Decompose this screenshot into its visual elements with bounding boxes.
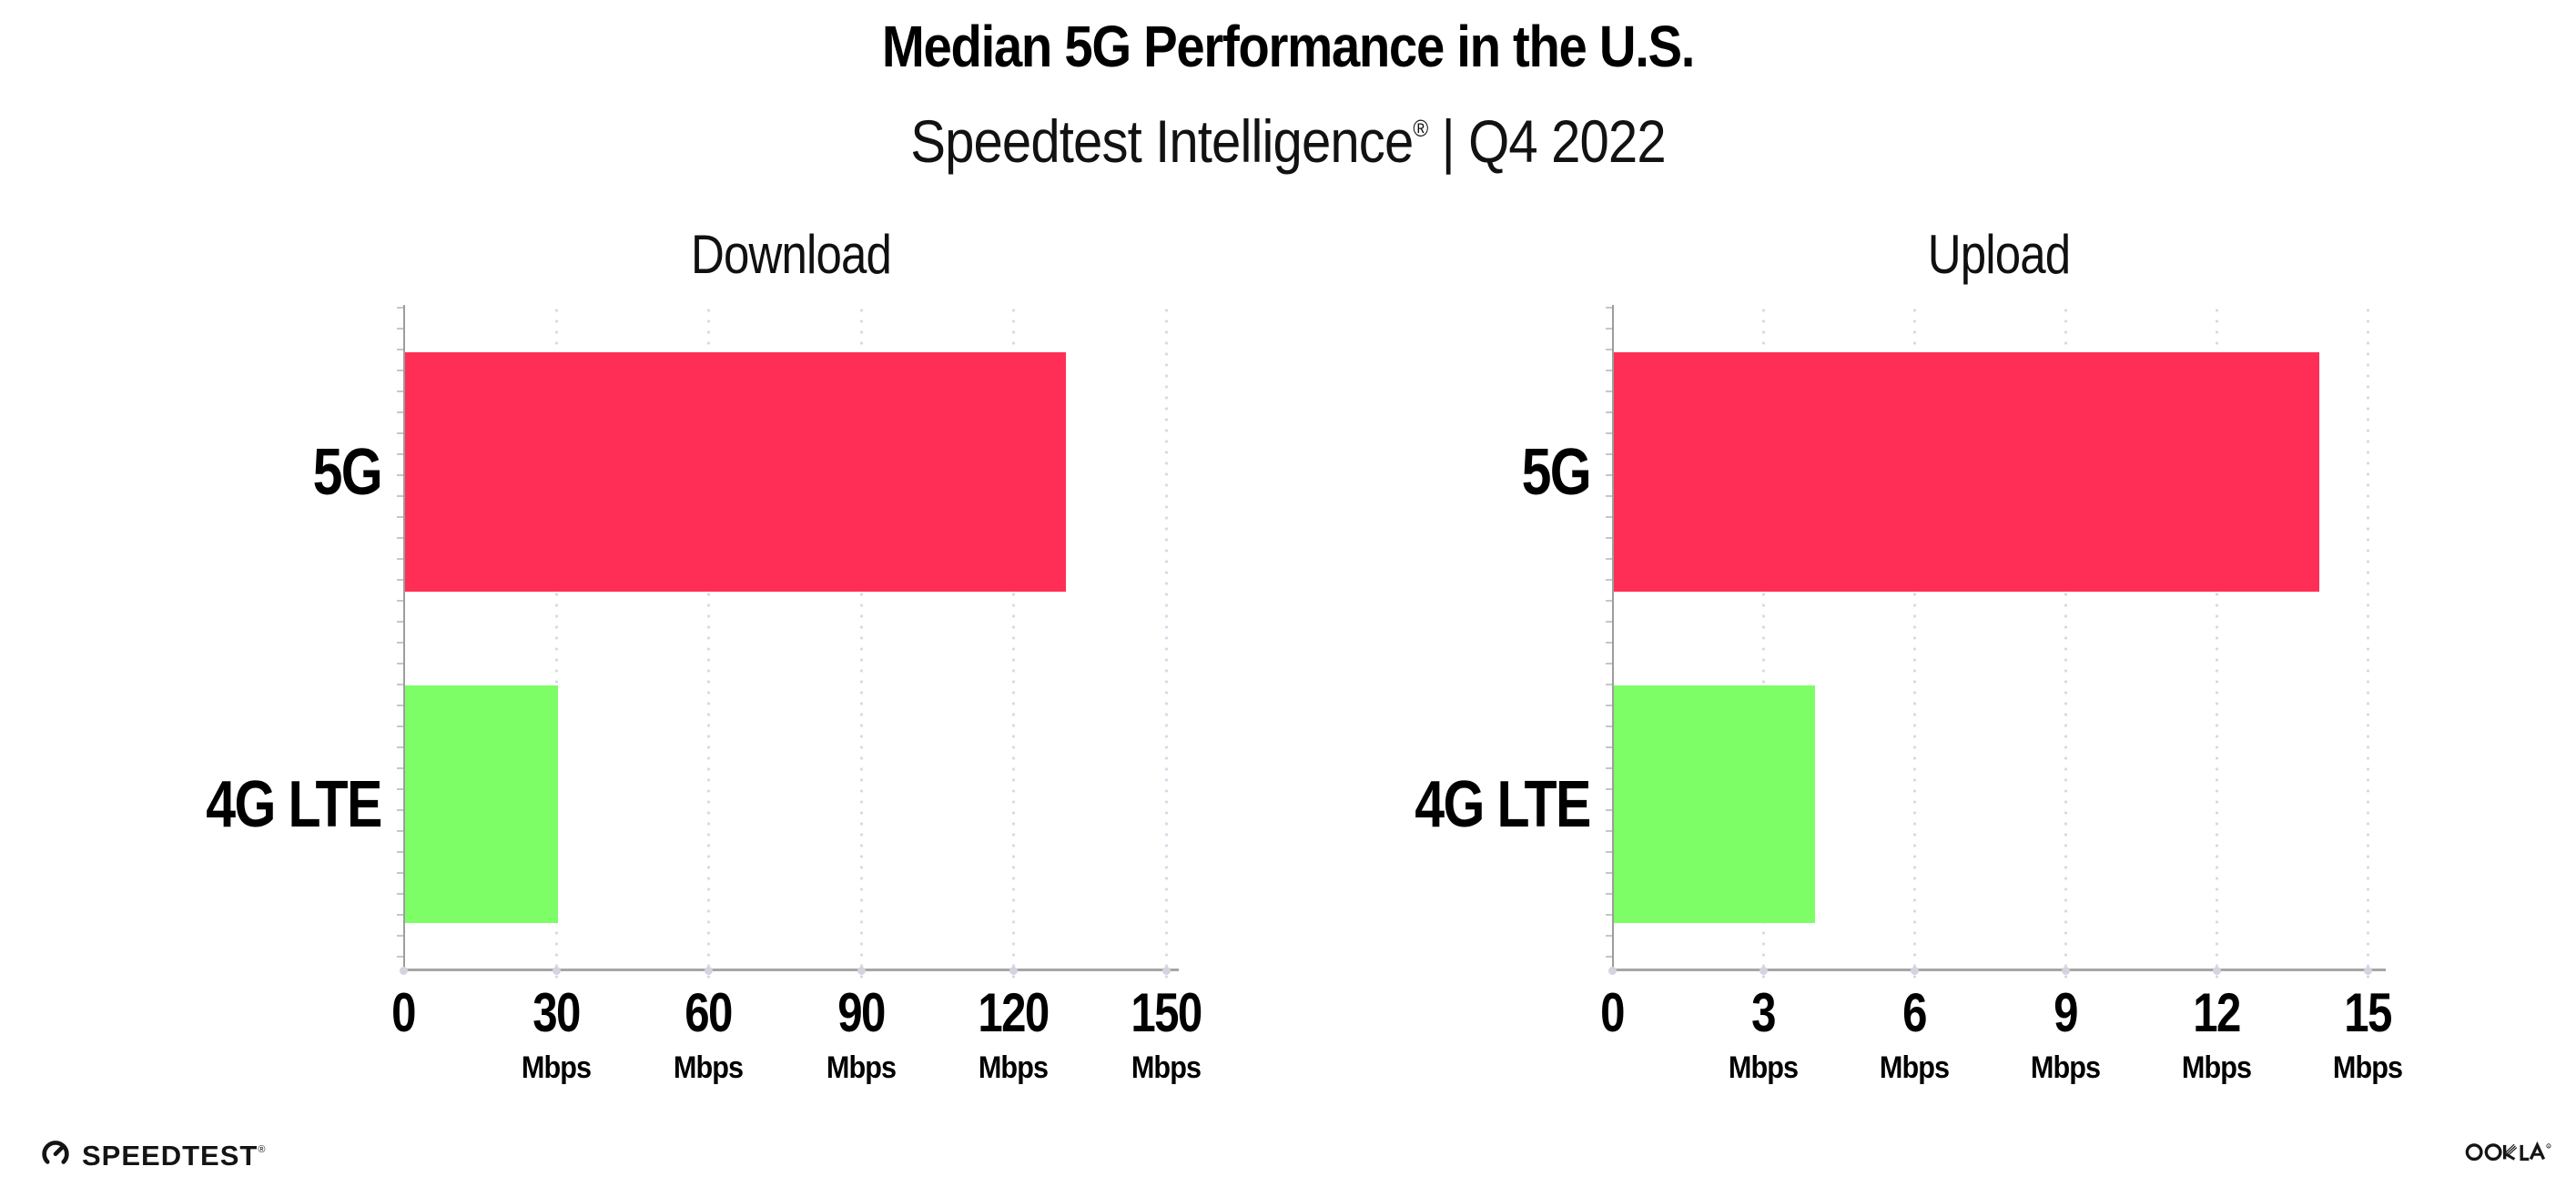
download-x-tick-60: 60 Mbps — [670, 982, 747, 1085]
upload-x-tick-value: 12 — [2193, 982, 2241, 1043]
upload-category-labels: 5G 4G LTE — [1415, 305, 2386, 971]
speedtest-gauge-icon — [42, 1140, 69, 1167]
upload-x-tick-labels: 0 3 Mbps 6 Mbps 9 Mbps 12 Mbps 15 Mbps — [1600, 305, 2403, 1084]
download-gridline-60 — [707, 305, 711, 983]
upload-x-tick-unit: Mbps — [2030, 1050, 2101, 1085]
ookla-logo: OOKLA R OOKLA — [2465, 1140, 2552, 1168]
upload-axis-tick-dot-15 — [2364, 967, 2372, 975]
download-axis-tick-dot-0 — [400, 967, 408, 975]
upload-axis-tick-dot-6 — [1911, 967, 1919, 975]
download-x-axis-line — [400, 967, 1179, 975]
download-y-axis-line — [397, 305, 405, 973]
upload-gridlines — [1612, 305, 2386, 983]
download-axis-tick-dot-30 — [552, 967, 561, 975]
subtitle-brand: Speedtest Intelligence — [910, 107, 1414, 175]
svg-text:R: R — [2548, 1144, 2551, 1148]
upload-x-tick-unit: Mbps — [1728, 1050, 1799, 1085]
download-x-tick-unit: Mbps — [674, 1050, 744, 1085]
download-bar-4g-lte — [405, 685, 558, 923]
upload-gridline-12 — [2216, 305, 2218, 983]
download-category-label-5g: 5G — [312, 435, 383, 509]
upload-x-axis-line — [1608, 967, 2386, 975]
download-x-tick-value: 30 — [532, 982, 581, 1043]
download-x-tick-unit: Mbps — [826, 1050, 897, 1085]
download-x-tick-value: 0 — [391, 982, 416, 1043]
upload-x-tick-15: 15 Mbps — [2329, 982, 2407, 1085]
upload-x-tick-value: 0 — [1600, 982, 1625, 1043]
download-plot-area: 5G 4G LTE 0 30 Mbps 60 Mbps 90 Mbps 120 Mbps 150 Mb… — [207, 305, 1202, 1084]
upload-bar-4g-lte — [1614, 685, 1816, 923]
upload-gridline-6 — [1913, 305, 1916, 983]
download-category-label-4g-lte: 4G LTE — [206, 767, 383, 841]
page-title: Median 5G Performance in the U.S. — [881, 14, 1696, 79]
download-x-tick-value: 120 — [978, 982, 1050, 1043]
download-gridline-150 — [1165, 305, 1168, 983]
upload-gridline-3 — [1762, 305, 1765, 983]
speedtest-wordmark: SPEEDTEST® — [82, 1140, 267, 1172]
download-x-tick-120: 120 Mbps — [970, 982, 1056, 1085]
upload-gridline-15 — [2367, 305, 2369, 983]
download-x-tick-labels: 0 30 Mbps 60 Mbps 90 Mbps 120 Mbps 150 Mbps — [391, 305, 1202, 1084]
subtitle-period: | Q4 2022 — [1427, 107, 1667, 175]
download-chart-title: Download — [690, 224, 892, 285]
download-gridline-90 — [859, 305, 863, 983]
upload-x-tick-0: 0 — [1597, 986, 1626, 1040]
download-gridline-120 — [1012, 305, 1016, 983]
upload-gridline-9 — [2064, 305, 2067, 983]
download-x-tick-value: 90 — [837, 982, 886, 1043]
upload-bar-5g — [1614, 352, 2319, 592]
upload-axis-tick-dot-0 — [1608, 967, 1617, 975]
download-axis-tick-dot-120 — [1009, 967, 1019, 975]
download-x-tick-value: 60 — [685, 982, 733, 1043]
upload-axis-tick-dot-9 — [2062, 967, 2070, 975]
upload-x-tick-unit: Mbps — [2332, 1050, 2403, 1085]
upload-y-axis-line — [1606, 305, 1614, 973]
subtitle: Speedtest Intelligence® | Q4 2022 — [155, 95, 2421, 175]
download-axis-tick-dot-60 — [705, 967, 714, 975]
upload-plot-area: 5G 4G LTE 0 3 Mbps 6 Mbps 9 Mbps 12 Mbps 15 Mbps — [1415, 305, 2403, 1084]
upload-x-tick-3: 3 Mbps — [1725, 982, 1802, 1085]
upload-axis-tick-dot-12 — [2213, 967, 2221, 975]
download-x-tick-value: 150 — [1131, 982, 1202, 1043]
registered-mark: ® — [1413, 115, 1428, 142]
download-x-tick-unit: Mbps — [979, 1050, 1049, 1085]
upload-x-tick-12: 12 Mbps — [2178, 982, 2256, 1085]
upload-chart: Upload 5G 4G LTE 0 3 Mbps 6 Mbps 9 Mbps 12 Mbps 15… — [1415, 227, 2404, 1084]
upload-x-tick-unit: Mbps — [2181, 1050, 2252, 1085]
upload-chart-title: Upload — [1927, 224, 2071, 285]
upload-x-tick-value: 3 — [1751, 982, 1776, 1043]
speedtest-registered-mark: ® — [258, 1144, 267, 1155]
upload-x-tick-value: 6 — [1902, 982, 1927, 1043]
download-axis-tick-dot-150 — [1162, 967, 1171, 975]
ookla-wordmark-icon: OOKLA R — [2465, 1141, 2551, 1161]
upload-x-tick-unit: Mbps — [1879, 1050, 1950, 1085]
download-category-labels: 5G 4G LTE — [207, 305, 1179, 971]
download-x-tick-unit: Mbps — [521, 1050, 591, 1085]
download-gridlines — [403, 305, 1179, 983]
download-axis-tick-dot-90 — [857, 967, 866, 975]
upload-axis-tick-dot-3 — [1760, 967, 1768, 975]
download-x-tick-unit: Mbps — [1131, 1050, 1202, 1085]
ookla-wordmark-text: OOKLA — [2552, 1140, 2553, 1141]
download-bar-5g — [405, 352, 1067, 592]
download-x-tick-90: 90 Mbps — [822, 982, 899, 1085]
speedtest-logo: SPEEDTEST® — [40, 1136, 266, 1170]
upload-category-label-4g-lte: 4G LTE — [1415, 767, 1592, 841]
download-x-tick-0: 0 — [389, 986, 417, 1040]
download-gridline-30 — [554, 305, 558, 983]
upload-x-tick-value: 9 — [2054, 982, 2078, 1043]
download-bars — [403, 305, 1179, 971]
upload-x-tick-9: 9 Mbps — [2027, 982, 2104, 1085]
upload-x-tick-value: 15 — [2344, 982, 2392, 1043]
upload-x-tick-6: 6 Mbps — [1876, 982, 1953, 1085]
download-x-tick-30: 30 Mbps — [517, 982, 594, 1085]
upload-bars — [1612, 305, 2386, 971]
download-chart: Download 5G 4G LTE 0 30 Mbps 60 Mbps 90 Mbps 120… — [207, 227, 1203, 1084]
upload-category-label-5g: 5G — [1521, 435, 1592, 509]
download-x-tick-150: 150 Mbps — [1123, 982, 1209, 1085]
